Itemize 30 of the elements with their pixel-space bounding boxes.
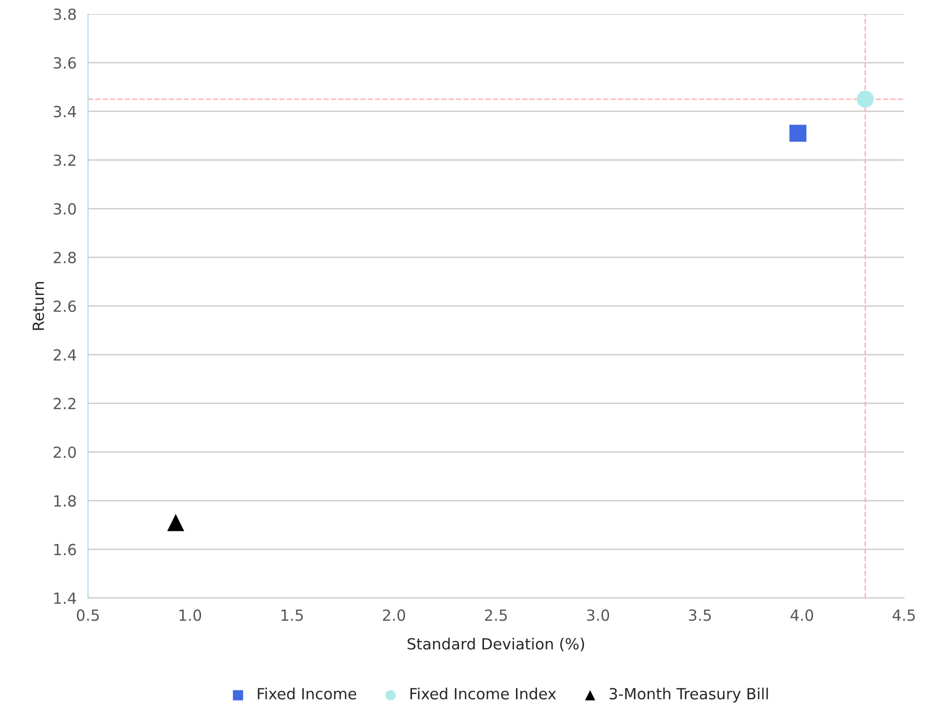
legend-label: Fixed Income — [258, 688, 356, 700]
y-axis-title: Return — [32, 282, 44, 330]
x-axis-title: Standard Deviation (%) — [408, 638, 584, 652]
y-tick-label: 3.0 — [54, 203, 76, 215]
y-tick-label: 3.8 — [54, 8, 76, 20]
x-tick-label: 3.0 — [587, 609, 610, 621]
y-tick-label: 1.4 — [54, 592, 76, 604]
y-tick-label: 2.4 — [54, 349, 76, 360]
x-tick-label: 2.5 — [484, 609, 507, 621]
legend-label: 3-Month Treasury Bill — [610, 688, 768, 702]
y-tick-label: 1.6 — [54, 544, 76, 556]
x-tick-label: 4.5 — [892, 610, 915, 621]
y-tick-label: 2.8 — [54, 252, 76, 264]
y-tick-label: 3.4 — [54, 106, 76, 118]
legend-label: Fixed Income Index — [410, 688, 556, 700]
y-tick-label: 1.8 — [54, 495, 76, 507]
y-tick-label: 2.0 — [54, 446, 76, 458]
x-tick-label: 2.0 — [382, 609, 406, 621]
point — [856, 90, 874, 108]
x-tick-label: 3.5 — [689, 609, 711, 621]
point — [167, 514, 184, 532]
y-tick-label: 3.2 — [54, 154, 76, 166]
y-tick-label: 3.6 — [54, 57, 76, 69]
y-tick-label: 2.2 — [54, 398, 76, 410]
x-tick-label: 4.0 — [790, 609, 814, 621]
x-tick-label: 0.5 — [76, 609, 99, 621]
y-tick-label: 2.6 — [54, 300, 76, 312]
x-tick-label: 1.0 — [180, 609, 202, 621]
x-tick-label: 1.5 — [282, 610, 303, 621]
point — [789, 124, 806, 142]
